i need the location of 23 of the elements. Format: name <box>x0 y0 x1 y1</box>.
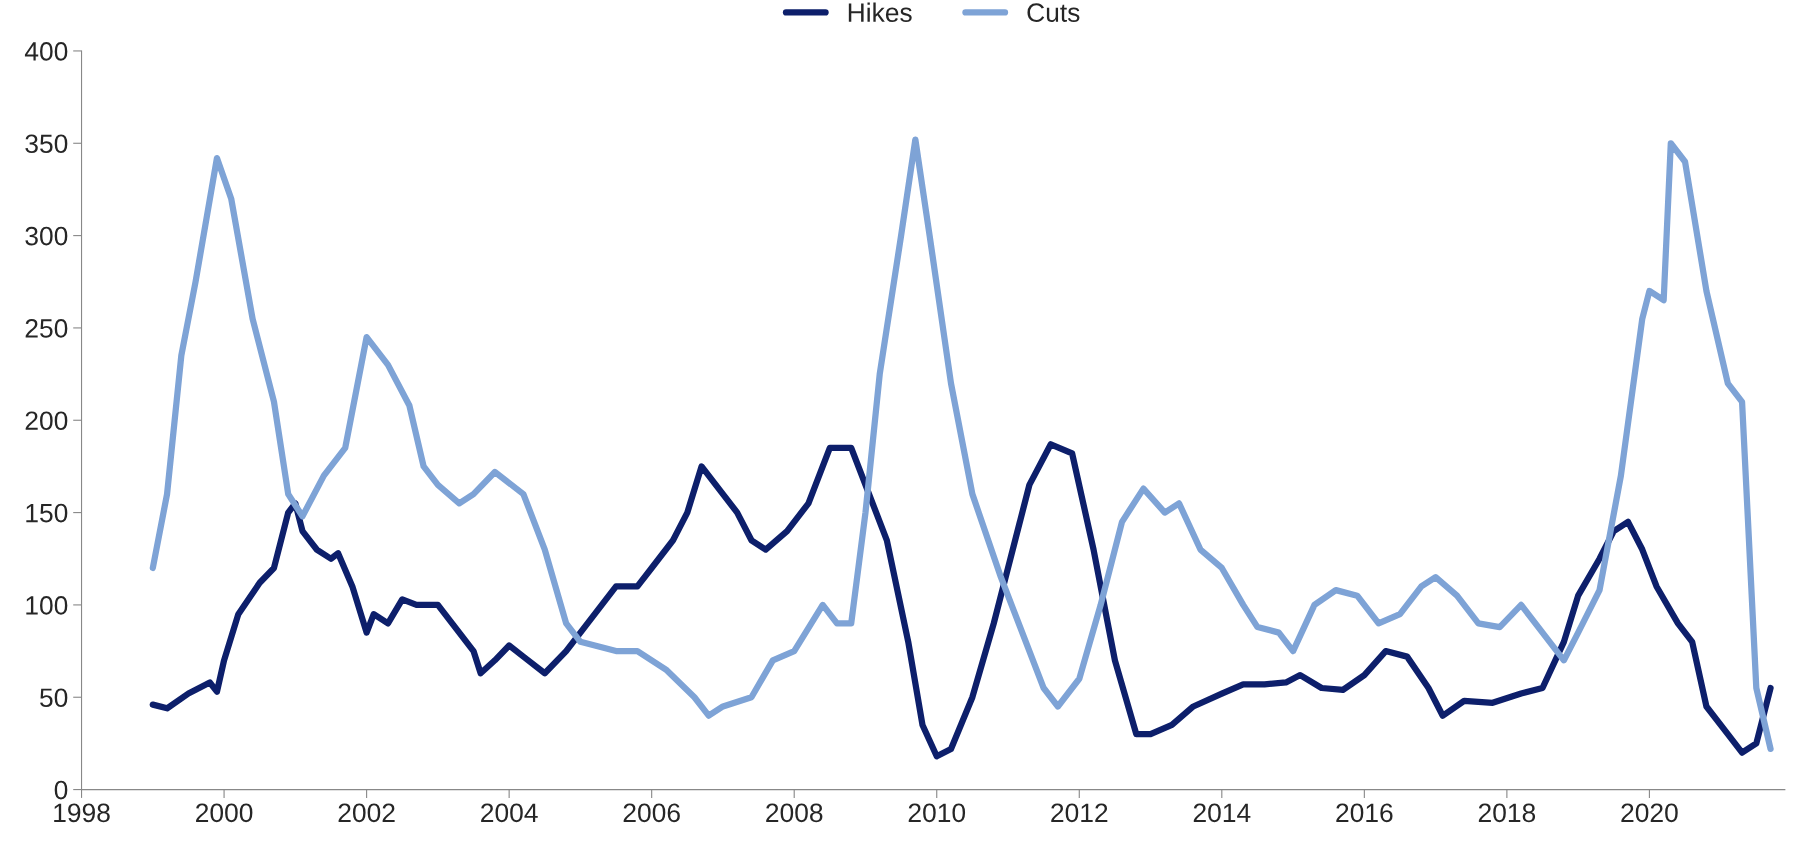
x-tick-label: 2016 <box>1336 803 1393 823</box>
y-tick-label: 50 <box>40 688 68 708</box>
x-tick-label: 2010 <box>908 803 966 823</box>
x-tick-label: 2004 <box>481 803 538 823</box>
x-tick-label: 2018 <box>1478 803 1536 823</box>
x-tick-label: 2012 <box>1051 803 1108 823</box>
y-tick-label: 250 <box>25 319 68 338</box>
legend-label: Cuts <box>1027 3 1080 22</box>
x-tick-label: 2002 <box>338 803 395 823</box>
y-tick-label: 400 <box>24 42 68 61</box>
y-tick-label: 0 <box>54 780 68 800</box>
x-tick-label: 2006 <box>623 803 680 823</box>
legend-label: Hikes <box>848 2 912 22</box>
y-tick-label: 350 <box>25 134 68 154</box>
y-tick-label: 300 <box>25 226 68 246</box>
x-tick-label: 1998 <box>54 803 110 823</box>
y-tick-label: 200 <box>25 411 68 431</box>
y-tick-label: 100 <box>26 596 68 615</box>
y-tick-label: 150 <box>26 503 68 523</box>
x-tick-label: 2008 <box>766 803 823 823</box>
x-tick-label: 2000 <box>196 803 253 823</box>
x-tick-label: 2014 <box>1193 803 1251 823</box>
x-tick-label: 2020 <box>1621 803 1678 823</box>
